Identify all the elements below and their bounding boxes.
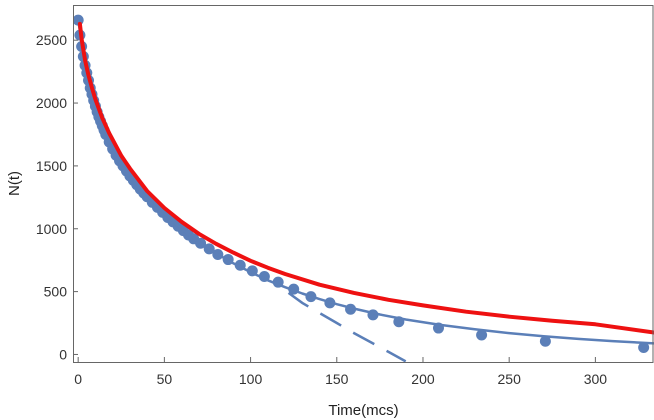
fit-curve-dashed bbox=[287, 291, 407, 362]
x-axis-label: Time(mcs) bbox=[328, 402, 398, 419]
y-tick-label: 0 bbox=[59, 346, 67, 362]
data-point bbox=[476, 329, 488, 341]
x-tick-label: 300 bbox=[584, 371, 608, 387]
plot-area bbox=[73, 14, 654, 362]
plot-frame bbox=[73, 5, 654, 363]
x-tick-label: 100 bbox=[239, 371, 263, 387]
y-tick-label: 500 bbox=[44, 284, 68, 300]
data-point bbox=[539, 335, 551, 347]
x-tick-label: 250 bbox=[498, 371, 522, 387]
y-axis: 0 500 1000 1500 2000 2500 bbox=[36, 32, 78, 362]
data-point bbox=[638, 342, 650, 354]
y-tick-label: 2500 bbox=[36, 32, 67, 48]
x-tick-label: 150 bbox=[325, 371, 349, 387]
x-tick-label: 0 bbox=[74, 371, 82, 387]
y-tick-label: 2000 bbox=[36, 95, 67, 111]
y-tick-label: 1500 bbox=[36, 158, 67, 174]
fit-curve-red bbox=[77, 21, 654, 335]
x-tick-label: 200 bbox=[411, 371, 435, 387]
y-axis-label: N(t) bbox=[6, 171, 23, 196]
y-tick-label: 1000 bbox=[36, 221, 67, 237]
x-axis: 0 50 100 150 200 250 300 bbox=[74, 357, 607, 387]
x-tick-label: 50 bbox=[157, 371, 173, 387]
